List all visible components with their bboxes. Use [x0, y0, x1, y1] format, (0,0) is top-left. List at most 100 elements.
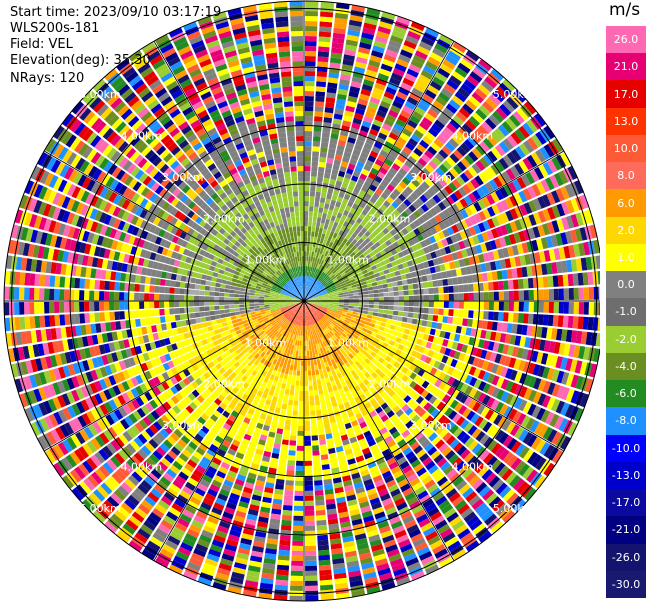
velocity-gate	[306, 281, 309, 287]
velocity-gate	[311, 171, 318, 177]
velocity-gate	[327, 82, 338, 89]
velocity-gate	[311, 440, 319, 446]
velocity-gate	[528, 289, 534, 301]
velocity-gate	[309, 395, 315, 401]
velocity-gate	[360, 125, 370, 133]
velocity-gate	[358, 254, 365, 260]
velocity-gate	[393, 123, 404, 132]
velocity-gate	[383, 296, 389, 301]
velocity-gate	[315, 186, 322, 193]
velocity-gate	[460, 83, 474, 95]
velocity-gate	[413, 295, 419, 301]
velocity-gate	[392, 188, 401, 197]
velocity-gate	[406, 96, 419, 106]
velocity-gate	[324, 256, 329, 262]
velocity-gate	[452, 41, 467, 53]
velocity-gate	[304, 341, 307, 346]
velocity-gate	[423, 288, 429, 295]
velocity-gate	[315, 500, 325, 506]
velocity-gate	[393, 25, 407, 35]
velocity-gate	[468, 204, 478, 215]
velocity-gate	[324, 172, 331, 179]
velocity-gate	[493, 176, 503, 188]
velocity-gate	[522, 122, 534, 136]
velocity-gate	[350, 225, 357, 232]
velocity-gate	[304, 196, 310, 202]
velocity-gate	[325, 162, 333, 169]
velocity-gate	[332, 262, 338, 268]
velocity-gate	[345, 234, 351, 241]
velocity-gate	[386, 171, 395, 180]
velocity-gate	[424, 200, 434, 210]
velocity-gate	[318, 36, 331, 43]
velocity-gate	[356, 103, 367, 111]
velocity-gate	[337, 276, 343, 281]
velocity-gate	[392, 241, 399, 249]
velocity-gate	[382, 253, 389, 260]
velocity-gate	[383, 292, 389, 297]
velocity-gate	[349, 86, 361, 94]
velocity-gate	[373, 289, 379, 294]
velocity-gate	[284, 419, 291, 426]
velocity-gate	[411, 318, 418, 325]
velocity-gate	[453, 164, 463, 175]
velocity-gate	[286, 379, 292, 385]
velocity-gate	[305, 330, 308, 336]
velocity-gate	[457, 62, 471, 74]
velocity-gate	[490, 131, 502, 143]
velocity-gate	[304, 405, 310, 411]
velocity-gate	[327, 279, 333, 284]
velocity-gate	[299, 340, 302, 346]
velocity-gate	[326, 246, 331, 252]
velocity-gate	[468, 192, 477, 203]
velocity-gate	[523, 301, 529, 312]
velocity-gate	[316, 281, 321, 287]
velocity-gate	[389, 213, 397, 221]
velocity-gate	[343, 54, 355, 62]
velocity-gate	[307, 370, 312, 376]
velocity-gate	[317, 51, 330, 58]
velocity-gate	[372, 45, 385, 54]
velocity-gate	[455, 111, 468, 122]
velocity-gate	[428, 308, 434, 315]
velocity-gate	[367, 234, 375, 241]
velocity-gate	[320, 287, 326, 291]
velocity-gate	[383, 91, 395, 100]
velocity-gate	[349, 179, 357, 187]
velocity-gate	[284, 485, 294, 491]
velocity-gate	[311, 226, 316, 232]
velocity-gate	[304, 395, 309, 401]
velocity-gate	[285, 384, 291, 390]
velocity-gate	[348, 257, 355, 264]
velocity-gate	[492, 110, 504, 123]
velocity-gate	[361, 185, 369, 193]
velocity-gate	[449, 153, 460, 164]
velocity-gate	[492, 90, 505, 103]
velocity-gate	[421, 117, 433, 127]
velocity-gate	[543, 125, 555, 140]
velocity-gate	[386, 224, 394, 232]
velocity-gate	[490, 68, 504, 81]
velocity-gate	[304, 286, 306, 292]
velocity-gate	[535, 131, 547, 145]
velocity-gate	[320, 449, 328, 456]
velocity-gate	[363, 304, 369, 308]
velocity-gate	[383, 200, 391, 208]
velocity-gate	[278, 418, 285, 425]
velocity-gate	[306, 276, 308, 282]
velocity-gate	[307, 294, 312, 298]
velocity-gate	[392, 209, 401, 217]
velocity-gate	[335, 272, 341, 278]
velocity-gate	[509, 114, 521, 128]
velocity-gate	[305, 595, 319, 601]
velocity-gate	[336, 93, 347, 101]
velocity-gate	[446, 206, 456, 216]
velocity-gate	[310, 272, 314, 278]
velocity-gate	[399, 132, 410, 142]
velocity-gate	[298, 420, 304, 426]
velocity-gate	[397, 311, 404, 317]
velocity-gate	[392, 281, 398, 287]
velocity-gate	[398, 54, 411, 64]
velocity-gate	[309, 288, 313, 293]
velocity-gate	[281, 403, 288, 410]
